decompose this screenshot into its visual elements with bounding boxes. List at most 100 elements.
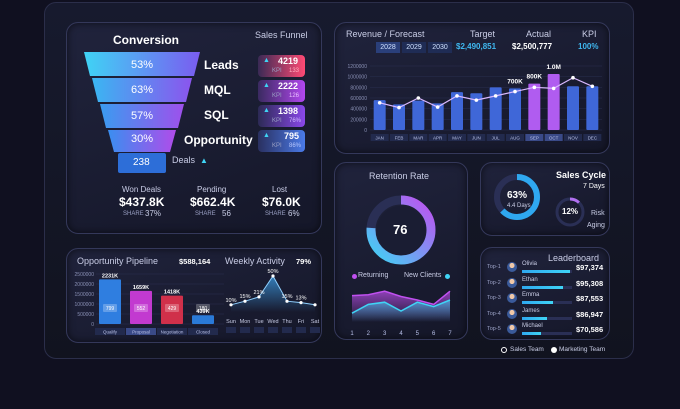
x-tick-label: 1 (350, 331, 354, 337)
line-returning (351, 290, 451, 306)
x-tick-label: Sun (226, 319, 236, 325)
person-name: Emma (522, 292, 540, 298)
x-tick-label: 6 (432, 331, 436, 337)
summary-share: 56 (222, 209, 231, 218)
x-tick-label: 2 (367, 331, 371, 337)
month-tab (428, 134, 447, 141)
x-tick-label: AUG (510, 136, 520, 141)
line-new-clients (351, 299, 451, 314)
sales-cycle-pct: 63% (507, 190, 528, 201)
day-tab (240, 327, 250, 333)
inner-badge (196, 304, 210, 312)
data-label: 700K (507, 78, 523, 85)
person-name: Olivia (522, 261, 538, 267)
leaderboard-title: Leaderboard (548, 253, 600, 263)
risk-pct: 12% (562, 207, 579, 216)
avatar (507, 324, 517, 334)
year-tab-2030[interactable]: 2030 (428, 42, 452, 53)
weekly-area (231, 276, 315, 312)
weekly-point (257, 295, 261, 299)
x-tick-label: Negotiation (161, 330, 184, 335)
pipeline-chart: 0 500000 1000000 1500000 2000000 2500000 2231K… (75, 272, 224, 335)
stage-kpi-label: KPI (272, 118, 282, 124)
score-bar-fill (522, 270, 570, 273)
revenue-bar (451, 92, 463, 130)
funnel-stage-2 (92, 78, 192, 102)
y-tick-label: 2000000 (75, 282, 95, 288)
pipeline-bar (130, 290, 152, 324)
stage-name: SQL (204, 108, 229, 122)
funnel-pct-3: 57% (131, 110, 154, 122)
score-bar-fill (522, 285, 563, 289)
target-value: $2,490,851 (456, 42, 497, 51)
x-tick-label: DEC (588, 136, 598, 141)
weekly-point (243, 299, 247, 303)
stage-name: Leads (204, 58, 239, 72)
forecast-line (379, 77, 593, 109)
inner-badge (165, 304, 179, 312)
y-tick-label: 0 (364, 128, 367, 134)
kpi-label: KPI (582, 29, 597, 39)
rank-label: Top-5 (487, 326, 501, 332)
funnel-deals-value: 238 (133, 157, 150, 168)
avatar (507, 277, 517, 288)
pipeline-bar (161, 295, 183, 324)
marketing-team-radio[interactable] (551, 347, 557, 353)
weekly-point (285, 299, 289, 303)
funnel-deals-label: Deals (172, 155, 196, 165)
point-label: 13% (295, 296, 306, 302)
leaderboard-panel (480, 247, 610, 340)
sales-cycle-title: Sales Cycle (556, 170, 607, 180)
legend-dot-returning (352, 274, 357, 279)
target-label: Target (470, 29, 496, 39)
actual-value: $2,500,777 (512, 42, 553, 51)
stage-pill (258, 105, 305, 127)
summary-share-label: SHARE (123, 211, 144, 217)
score-value: $87,553 (576, 294, 604, 303)
month-tab (544, 134, 563, 141)
x-tick-label: MAY (452, 136, 461, 141)
x-tick-label: JUL (492, 136, 500, 141)
score-value: $86,947 (576, 309, 604, 319)
summary-label: Pending (197, 185, 227, 194)
forecast-point (435, 105, 440, 109)
marketing-team-label: Marketing Team (559, 346, 606, 353)
sales-cycle-ring-days: 4.4 Days (507, 203, 531, 209)
sales-team-radio[interactable] (501, 347, 507, 353)
funnel-title: Conversion (113, 33, 180, 47)
inner-badge (134, 304, 148, 312)
x-tick-label: Closed (196, 330, 211, 335)
x-tick-label: SEP (530, 136, 539, 141)
x-tick-label: MAR (413, 136, 424, 141)
legend-returning: Returning (358, 272, 389, 279)
month-tab (564, 134, 582, 141)
avatar (507, 308, 517, 319)
x-tick-label: Qualify (103, 330, 118, 335)
point-label: 21% (253, 290, 264, 296)
sales-cycle-days: 7 Days (583, 183, 605, 190)
stage-value: 4219 (278, 56, 299, 66)
month-tab (486, 134, 505, 141)
weekly-point (229, 303, 233, 307)
revenue-bar (412, 100, 425, 130)
year-tab-2029[interactable]: 2029 (402, 42, 426, 53)
funnel-pct-4: 30% (131, 133, 154, 145)
stage-value: 795 (284, 131, 300, 141)
bar-label: 2231K (102, 273, 118, 279)
day-tab (268, 327, 278, 333)
bar-label: 439K (196, 309, 209, 315)
funnel-stage-4 (108, 130, 176, 152)
x-tick-label: JAN (375, 136, 384, 141)
forecast-point (590, 84, 595, 89)
x-tick-label: NOV (568, 136, 578, 141)
stage-kpi: 86% (289, 143, 302, 149)
point-label: 50% (267, 269, 278, 275)
y-tick-label: 1500000 (75, 292, 95, 298)
day-tab (226, 327, 236, 333)
x-tick-label: OCT (549, 136, 559, 141)
y-tick-label: 1200000 (348, 64, 368, 70)
chevron-up-icon: ▲ (200, 156, 208, 165)
revenue-bar (489, 87, 502, 130)
weekly-point (299, 301, 303, 305)
year-tab-2028[interactable]: 2028 (376, 42, 400, 53)
